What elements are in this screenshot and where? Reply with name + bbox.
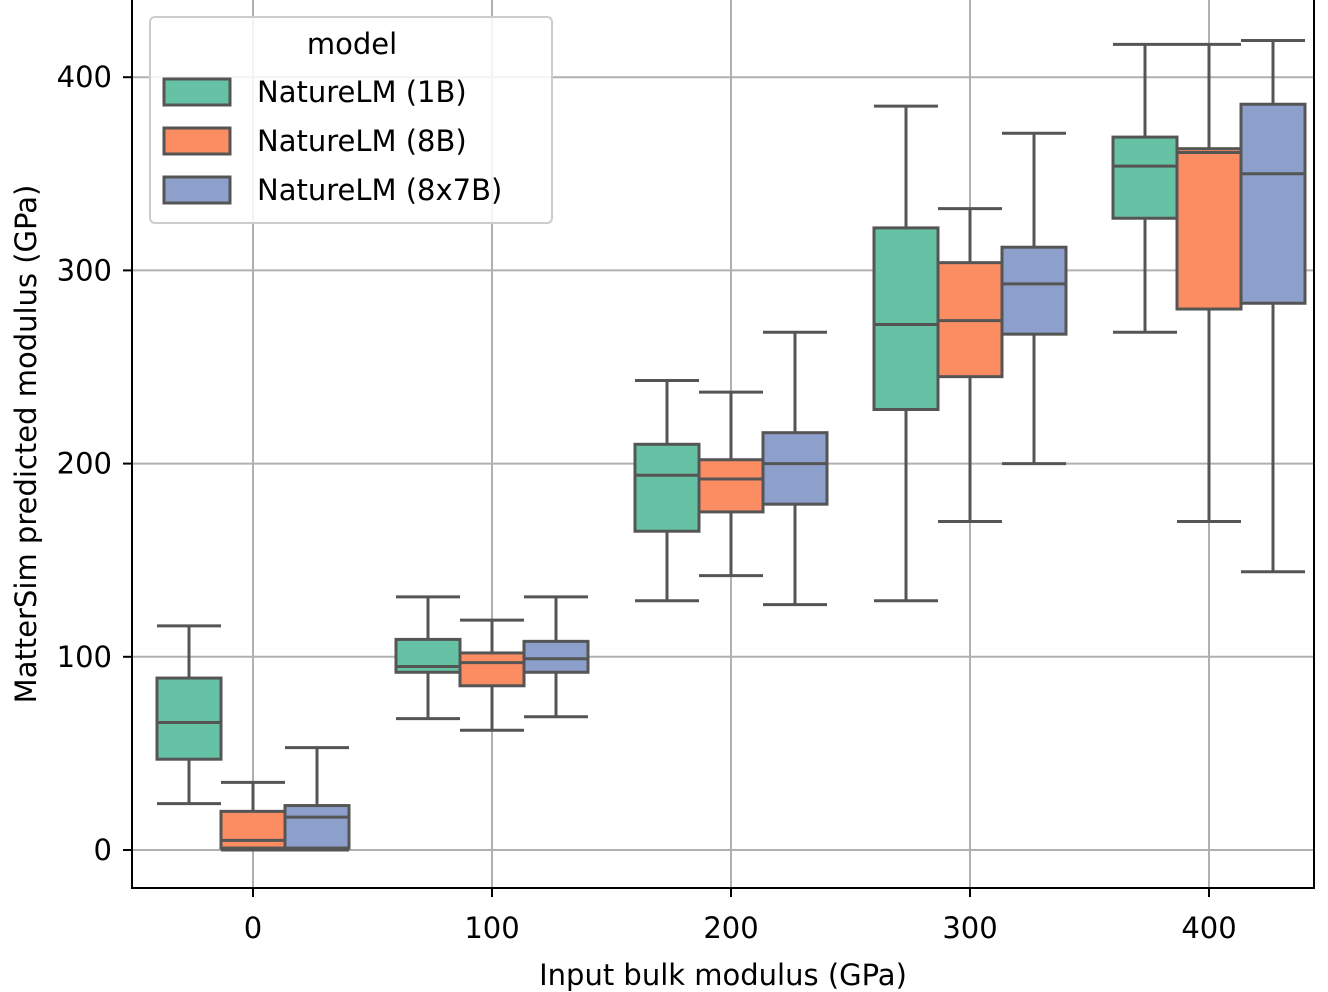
legend-frame (149, 16, 553, 224)
iqr-box (283, 804, 351, 850)
legend-label: NatureLM (1B) (257, 75, 467, 109)
box-naturelm-1b--cat-400 (1111, 42, 1179, 334)
y-tick-label: 100 (57, 640, 112, 674)
legend-label: NatureLM (8x7B) (257, 173, 502, 207)
x-tick-label: 400 (1181, 911, 1236, 945)
iqr-box (522, 639, 590, 674)
legend-item: NatureLM (1B) (162, 75, 467, 109)
box-naturelm-8x7b--cat-400 (1239, 38, 1307, 574)
box-naturelm-1b--cat-0 (155, 624, 223, 806)
legend-swatch (162, 126, 232, 156)
box-naturelm-1b--cat-100 (394, 595, 462, 721)
y-tick-label: 200 (57, 447, 112, 481)
iqr-box (697, 458, 765, 514)
legend-title: model (307, 27, 397, 61)
x-axis-label: Input bulk modulus (GPa) (539, 958, 907, 992)
y-tick-label: 400 (57, 60, 112, 94)
y-axis-label: MatterSim predicted modulus (GPa) (9, 185, 43, 704)
box-naturelm-8b--cat-0 (219, 780, 287, 852)
box-naturelm-8b--cat-400 (1175, 42, 1243, 524)
x-tick-label: 200 (703, 911, 758, 945)
legend-swatch (162, 175, 232, 205)
box-naturelm-8x7b--cat-0 (283, 746, 351, 852)
legend-item: NatureLM (8B) (162, 124, 467, 158)
iqr-box (1175, 147, 1243, 311)
box-naturelm-1b--cat-200 (633, 379, 701, 603)
iqr-box (872, 226, 940, 412)
y-tick-label: 0 (94, 833, 112, 867)
iqr-box (633, 442, 701, 533)
legend-items: NatureLM (1B) NatureLM (8B) NatureLM (8x7B… (162, 75, 502, 207)
legend: model NatureLM (1B)NatureLM (8B)NatureLM… (149, 16, 553, 224)
iqr-box (155, 676, 223, 761)
box-naturelm-8x7b--cat-300 (1000, 131, 1068, 466)
iqr-box (1239, 102, 1307, 305)
x-tick-label: 100 (464, 911, 519, 945)
legend-label: NatureLM (8B) (257, 124, 467, 158)
axes: 0 100 200 300 400 0 100 200 300 400 (57, 60, 1237, 945)
iqr-box (219, 809, 287, 850)
legend-swatch (162, 77, 232, 107)
legend-item: NatureLM (8x7B) (162, 173, 502, 207)
x-tick-label: 300 (942, 911, 997, 945)
iqr-box (458, 651, 526, 688)
y-tick-label: 300 (57, 253, 112, 287)
box-naturelm-8b--cat-200 (697, 390, 765, 578)
box-naturelm-1b--cat-300 (872, 104, 940, 603)
plot-frame (131, 0, 1315, 889)
box-naturelm-8b--cat-100 (458, 618, 526, 732)
boxes (155, 38, 1307, 852)
box-naturelm-8x7b--cat-100 (522, 595, 590, 719)
box-naturelm-8x7b--cat-200 (761, 330, 829, 607)
iqr-box (761, 431, 829, 506)
iqr-box (1111, 135, 1179, 220)
iqr-box (1000, 245, 1068, 336)
x-tick-label: 0 (244, 911, 262, 945)
box-naturelm-8b--cat-300 (936, 207, 1004, 524)
